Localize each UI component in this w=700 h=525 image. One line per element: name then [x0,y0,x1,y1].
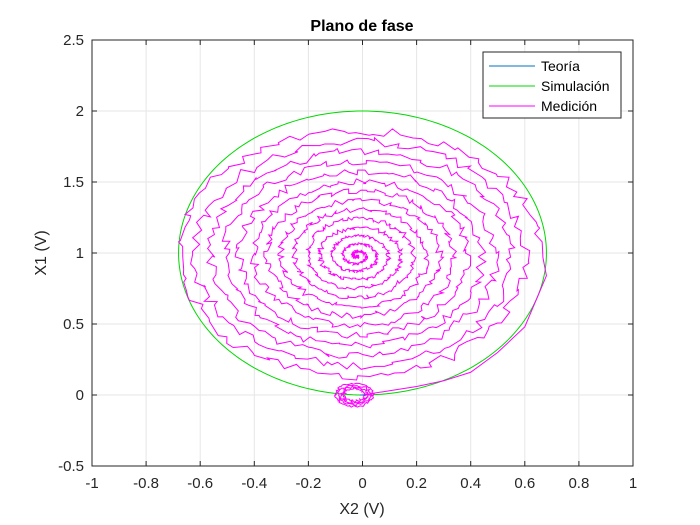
x-tick-label: 0 [358,475,366,492]
legend-label-1: Simulación [541,78,609,94]
legend-label-0: Teoría [541,58,580,74]
y-axis-label: X1 (V) [33,230,50,275]
x-axis-label: X2 (V) [339,501,384,518]
series-simulacion-line [178,110,547,396]
y-tick-label: -0.5 [58,458,84,475]
x-tick-label: -0.2 [295,475,321,492]
x-tick-label: 0.8 [568,475,589,492]
y-tick-label: 1.5 [63,174,84,191]
legend-label-2: Medición [541,98,597,114]
x-tick-label: -1 [85,475,98,492]
y-tick-label: 2 [76,103,84,120]
x-tick-label: -0.8 [133,475,159,492]
y-tick-label: 0.5 [63,316,84,333]
chart-title: Plano de fase [310,18,413,35]
x-tick-label: -0.6 [187,475,213,492]
legend-box [482,51,622,119]
x-tick-label: -0.4 [241,475,267,492]
y-tick-label: 2.5 [63,32,84,49]
x-tick-label: 0.6 [514,475,535,492]
series-medicion-line [177,128,547,396]
legend: Teoría Simulación Medición [482,51,622,119]
x-tick-label: 1 [629,475,637,492]
ticks: -1 -0.8 -0.6 -0.4 -0.2 0 0.2 0.4 0.6 0.8 1 -0.5 0 0.5… [58,32,637,492]
series-layer [177,110,547,408]
y-tick-label: 0 [76,387,84,404]
x-tick-label: 0.4 [460,475,481,492]
y-tick-label: 1 [76,245,84,262]
x-tick-label: 0.2 [406,475,427,492]
series-medicion-start-loop [334,382,376,408]
